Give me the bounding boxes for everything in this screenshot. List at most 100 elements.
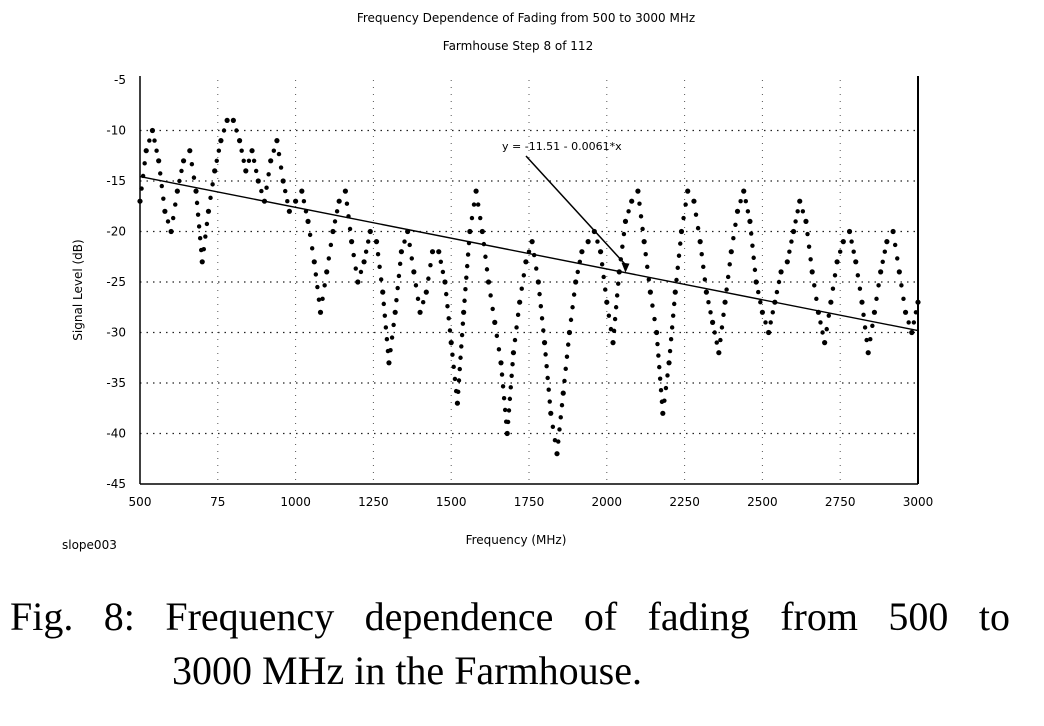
data-point-trace xyxy=(383,325,389,330)
data-point-trace xyxy=(613,305,619,310)
data-point xyxy=(205,208,212,214)
data-point-trace xyxy=(724,287,729,292)
data-point xyxy=(759,309,766,315)
data-point-trace xyxy=(496,347,502,352)
data-point xyxy=(498,360,504,366)
data-point xyxy=(610,340,616,346)
x-tick-label: 2750 xyxy=(825,495,856,509)
data-point xyxy=(361,259,367,265)
data-point xyxy=(268,158,274,164)
data-point xyxy=(504,430,510,437)
data-point-trace xyxy=(407,242,412,248)
data-point-trace xyxy=(246,158,252,163)
data-point-trace xyxy=(366,239,371,244)
data-point-trace xyxy=(718,337,723,343)
data-point xyxy=(212,168,218,174)
data-point-trace xyxy=(458,355,463,360)
data-point xyxy=(479,228,485,235)
data-point-trace xyxy=(558,415,563,420)
data-point xyxy=(535,279,541,285)
data-point-trace xyxy=(743,199,749,204)
data-point-trace xyxy=(301,199,307,204)
data-point xyxy=(784,259,790,265)
y-tick-label: -30 xyxy=(106,326,126,340)
data-point xyxy=(716,350,722,356)
data-point xyxy=(548,410,554,416)
data-point-trace xyxy=(142,161,147,166)
data-point xyxy=(585,239,591,245)
data-point-trace xyxy=(139,186,144,191)
data-point xyxy=(380,289,386,295)
data-point-trace xyxy=(457,366,462,372)
data-point xyxy=(436,249,442,255)
data-point xyxy=(573,279,579,285)
data-point xyxy=(579,249,585,255)
data-point xyxy=(653,329,660,336)
data-point xyxy=(373,239,380,245)
data-point-trace xyxy=(161,196,166,201)
data-point xyxy=(915,299,921,305)
data-point xyxy=(741,188,747,194)
data-point-trace xyxy=(285,199,290,204)
data-point-trace xyxy=(768,320,773,325)
data-point-trace xyxy=(559,403,565,408)
data-point-trace xyxy=(652,316,657,322)
data-point-trace xyxy=(465,252,471,257)
data-point-trace xyxy=(857,286,863,291)
data-point xyxy=(853,259,859,265)
data-point-trace xyxy=(655,341,660,347)
data-point-trace xyxy=(159,183,164,189)
plot-frame xyxy=(139,76,919,485)
data-point xyxy=(510,350,517,356)
data-point xyxy=(311,259,317,265)
data-point xyxy=(473,188,479,194)
data-point xyxy=(236,138,243,144)
y-tick-label: -45 xyxy=(106,477,126,491)
data-point-trace xyxy=(152,138,157,143)
data-point-trace xyxy=(452,376,458,382)
data-point-trace xyxy=(378,277,384,282)
data-point-trace xyxy=(450,352,455,357)
data-point xyxy=(871,309,878,315)
data-point-trace xyxy=(500,384,506,389)
data-point-trace xyxy=(731,236,736,241)
data-point xyxy=(411,269,417,275)
data-point-trace xyxy=(714,340,719,345)
data-point-trace xyxy=(499,372,505,377)
data-point-trace xyxy=(874,296,879,302)
data-point-trace xyxy=(251,158,257,163)
data-point xyxy=(349,239,355,245)
data-point-trace xyxy=(320,296,325,302)
data-point-trace xyxy=(165,219,171,224)
data-point-trace xyxy=(464,275,469,280)
data-point-trace xyxy=(463,287,468,292)
data-point-trace xyxy=(830,286,836,291)
data-point xyxy=(255,178,261,184)
data-point xyxy=(566,329,573,336)
data-point xyxy=(249,148,255,154)
data-point-trace xyxy=(384,337,390,342)
data-point xyxy=(629,198,635,204)
data-point xyxy=(448,340,454,346)
data-point xyxy=(429,249,436,255)
data-point-trace xyxy=(402,239,407,244)
data-point-trace xyxy=(599,262,605,267)
data-point xyxy=(467,228,473,235)
data-point-trace xyxy=(214,158,219,163)
data-point-trace xyxy=(397,261,403,267)
data-point xyxy=(554,451,560,457)
data-point xyxy=(685,188,691,194)
data-point-trace xyxy=(446,316,451,321)
data-point-trace xyxy=(832,273,838,278)
data-point-trace xyxy=(699,252,704,257)
data-point-trace xyxy=(326,256,331,261)
data-point-trace xyxy=(322,283,327,288)
data-point-trace xyxy=(748,231,754,236)
data-point xyxy=(299,188,305,194)
data-point-trace xyxy=(721,312,726,318)
data-point-trace xyxy=(201,246,206,252)
data-point-trace xyxy=(515,312,521,318)
data-point-trace xyxy=(566,342,571,347)
data-point-trace xyxy=(546,387,551,392)
